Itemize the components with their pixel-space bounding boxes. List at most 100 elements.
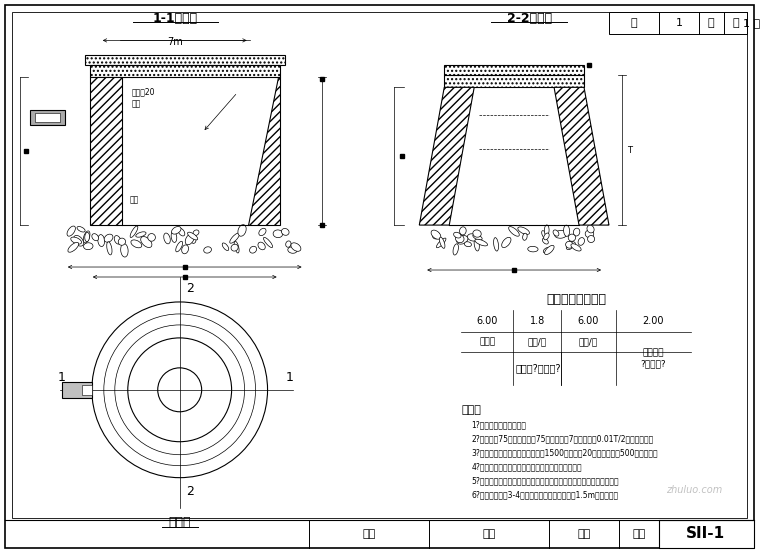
Ellipse shape xyxy=(193,230,199,236)
Ellipse shape xyxy=(587,236,594,243)
Text: 1-1剖面图: 1-1剖面图 xyxy=(152,12,198,25)
Ellipse shape xyxy=(568,234,575,241)
Polygon shape xyxy=(248,77,280,225)
Ellipse shape xyxy=(136,232,146,237)
Text: 第: 第 xyxy=(631,18,637,28)
Text: 1: 1 xyxy=(58,371,66,384)
Text: 图号: 图号 xyxy=(632,529,645,539)
Text: 共: 共 xyxy=(733,18,739,28)
Text: 井筒: 井筒 xyxy=(131,100,141,109)
Bar xyxy=(65,225,305,255)
Ellipse shape xyxy=(518,227,530,234)
Ellipse shape xyxy=(543,233,549,240)
Ellipse shape xyxy=(114,236,121,244)
Ellipse shape xyxy=(171,231,177,242)
Ellipse shape xyxy=(230,233,239,243)
Ellipse shape xyxy=(527,247,538,252)
Ellipse shape xyxy=(464,242,471,247)
Ellipse shape xyxy=(238,225,246,236)
Text: 渗水井工程数量表: 渗水井工程数量表 xyxy=(546,294,606,306)
Ellipse shape xyxy=(568,242,575,246)
Ellipse shape xyxy=(587,225,594,233)
Text: 1 页: 1 页 xyxy=(743,18,760,28)
Ellipse shape xyxy=(188,232,198,240)
Text: 竹筋毡20: 竹筋毡20 xyxy=(131,88,155,97)
Ellipse shape xyxy=(523,233,527,241)
Text: 页: 页 xyxy=(708,18,714,28)
Text: T: T xyxy=(627,145,632,155)
Ellipse shape xyxy=(163,233,170,244)
Text: zhuluo.com: zhuluo.com xyxy=(666,484,722,494)
Bar xyxy=(35,113,60,122)
Text: 1.8: 1.8 xyxy=(530,316,545,326)
Text: 6?当地面坡度为3-4度，砖浇块尺寸中尺中间距1.5m以上设铸？: 6?当地面坡度为3-4度，砖浇块尺寸中尺中间距1.5m以上设铸？ xyxy=(471,491,619,500)
Ellipse shape xyxy=(234,241,239,253)
Ellipse shape xyxy=(555,231,567,238)
Text: 6.00: 6.00 xyxy=(578,316,599,326)
Ellipse shape xyxy=(502,237,511,248)
Ellipse shape xyxy=(571,244,581,251)
Ellipse shape xyxy=(436,238,446,248)
Ellipse shape xyxy=(565,241,573,248)
Text: 平面图: 平面图 xyxy=(169,516,191,529)
Text: 1?图中尺寸均按毫米计？: 1?图中尺寸均按毫米计？ xyxy=(471,421,526,430)
Bar xyxy=(609,13,747,34)
Ellipse shape xyxy=(432,232,440,239)
Text: 砼副体?立方米?: 砼副体?立方米? xyxy=(516,363,562,373)
Ellipse shape xyxy=(288,247,297,253)
Text: 2: 2 xyxy=(185,282,194,295)
Ellipse shape xyxy=(585,230,594,238)
Ellipse shape xyxy=(578,238,584,246)
Ellipse shape xyxy=(264,237,273,248)
Ellipse shape xyxy=(545,246,554,254)
Ellipse shape xyxy=(176,241,182,252)
Ellipse shape xyxy=(85,232,90,242)
Ellipse shape xyxy=(493,238,499,251)
Ellipse shape xyxy=(542,231,547,239)
Text: 1: 1 xyxy=(286,371,293,384)
Text: 收口段: 收口段 xyxy=(479,337,496,346)
Ellipse shape xyxy=(573,228,580,236)
Text: 井高/米: 井高/米 xyxy=(527,337,546,346)
Ellipse shape xyxy=(543,238,548,244)
Polygon shape xyxy=(420,87,474,225)
Text: SII-1: SII-1 xyxy=(686,526,725,541)
Bar xyxy=(659,520,754,547)
Ellipse shape xyxy=(204,247,211,253)
Ellipse shape xyxy=(231,244,238,251)
Ellipse shape xyxy=(84,243,93,249)
Ellipse shape xyxy=(475,239,488,246)
Ellipse shape xyxy=(182,245,188,254)
Ellipse shape xyxy=(67,226,75,236)
Ellipse shape xyxy=(258,242,265,250)
Ellipse shape xyxy=(98,234,105,247)
Bar xyxy=(90,77,122,225)
Text: 4?收入大于需增加砖筒部分厚度为？混凝土上部尺？: 4?收入大于需增加砖筒部分厚度为？混凝土上部尺？ xyxy=(471,463,582,472)
Bar xyxy=(30,110,65,125)
Ellipse shape xyxy=(77,227,85,232)
Ellipse shape xyxy=(104,234,113,242)
Ellipse shape xyxy=(291,243,301,251)
Bar xyxy=(445,75,584,87)
Ellipse shape xyxy=(131,240,142,248)
Ellipse shape xyxy=(460,227,466,235)
Text: 3?当地下水位不稳定时采用下头尺1500毫米？外20毫米？外侧铺500毫米碎石？: 3?当地下水位不稳定时采用下头尺1500毫米？外20毫米？外侧铺500毫米碎石？ xyxy=(471,448,658,458)
Polygon shape xyxy=(554,87,609,225)
Ellipse shape xyxy=(178,228,185,236)
Text: 砂浆抹面
?平方米?: 砂浆抹面 ?平方米? xyxy=(641,348,667,368)
Text: 6.00: 6.00 xyxy=(477,316,498,326)
Bar xyxy=(461,310,691,385)
Ellipse shape xyxy=(222,243,229,251)
Text: 5?井筒钢筋应由底部铺垫到顶？井筒底部钢筋由底板面上至许缝线处？: 5?井筒钢筋应由底部铺垫到顶？井筒底部钢筋由底板面上至许缝线处？ xyxy=(471,477,619,486)
Ellipse shape xyxy=(119,238,125,246)
Ellipse shape xyxy=(453,244,458,255)
Ellipse shape xyxy=(191,237,196,243)
Text: 审核: 审核 xyxy=(578,529,591,539)
Text: 1: 1 xyxy=(676,18,682,28)
Ellipse shape xyxy=(92,234,99,241)
Ellipse shape xyxy=(553,230,559,236)
Bar xyxy=(62,382,92,398)
Ellipse shape xyxy=(455,234,464,243)
Ellipse shape xyxy=(185,233,195,245)
Bar xyxy=(85,55,284,65)
